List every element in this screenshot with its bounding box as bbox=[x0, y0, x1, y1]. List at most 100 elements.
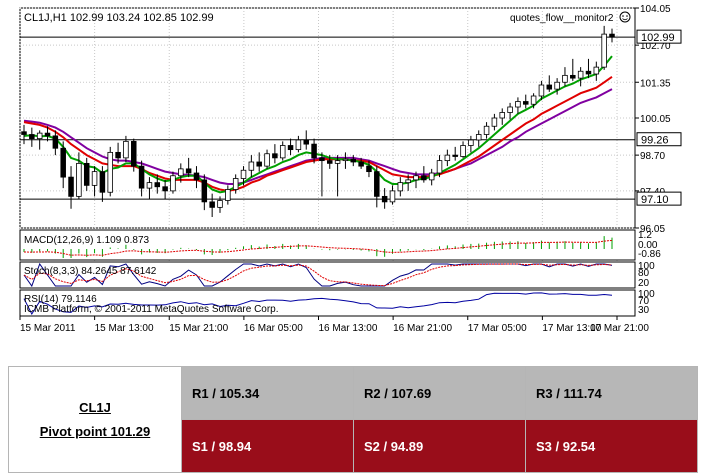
candle-body bbox=[264, 153, 270, 167]
candlesticks bbox=[21, 25, 615, 217]
candle-body bbox=[491, 117, 498, 127]
candle-body bbox=[295, 139, 302, 151]
candle-body bbox=[60, 147, 66, 178]
candle-body bbox=[185, 168, 192, 174]
time-label: 17 Mar 05:00 bbox=[468, 323, 527, 334]
candle-body bbox=[397, 182, 404, 192]
candle-body bbox=[468, 139, 474, 146]
macd-tick-low: -0.86 bbox=[638, 249, 661, 260]
copyright-text: ICMB Platform, © 2001-2011 MetaQuotes So… bbox=[24, 304, 279, 315]
candle-body bbox=[483, 125, 490, 135]
candle-body bbox=[138, 165, 145, 189]
ma-purple-line bbox=[23, 88, 613, 185]
candle-body bbox=[311, 143, 317, 159]
price-tick-label: 102.70 bbox=[640, 41, 671, 52]
rsi-label: RSI(14) 79.1146 bbox=[24, 294, 97, 305]
candle-body bbox=[358, 161, 364, 167]
candle-body bbox=[209, 201, 215, 208]
time-label: 15 Mar 13:00 bbox=[95, 323, 154, 334]
candle-body bbox=[279, 145, 286, 159]
stoch-signal-line bbox=[23, 263, 613, 287]
price-level-label: 102.99 bbox=[641, 32, 675, 44]
candle-body bbox=[436, 160, 443, 174]
candle-body bbox=[609, 33, 615, 38]
price-chart: 104.05102.70101.35100.0598.7097.4096.05 … bbox=[19, 4, 682, 334]
candle-body bbox=[201, 179, 208, 203]
candle-body bbox=[334, 160, 341, 164]
time-label: 15 Mar 2011 bbox=[20, 323, 76, 334]
candle-body bbox=[585, 70, 592, 75]
candle-body bbox=[570, 74, 576, 79]
candle-body bbox=[546, 84, 553, 90]
candle-body bbox=[68, 176, 74, 197]
price-tick-label: 96.05 bbox=[640, 224, 665, 235]
candle-body bbox=[91, 171, 98, 186]
price-tick-label: 104.05 bbox=[640, 4, 671, 15]
candle-body bbox=[428, 172, 435, 181]
candle-body bbox=[413, 175, 419, 181]
time-label: 15 Mar 21:00 bbox=[169, 323, 228, 334]
candle-body bbox=[577, 70, 584, 79]
stoch-tick-20: 20 bbox=[638, 278, 650, 289]
moving-averages bbox=[23, 55, 613, 194]
candle-body bbox=[240, 169, 247, 179]
candle-body bbox=[405, 179, 411, 184]
candle-body bbox=[444, 154, 451, 162]
macd-panel-frame bbox=[19, 229, 636, 261]
price-tick-label: 100.05 bbox=[640, 114, 671, 125]
candle-body bbox=[342, 158, 349, 162]
candle-body bbox=[44, 132, 51, 137]
macd-histogram bbox=[23, 236, 613, 258]
price-level-box bbox=[636, 191, 682, 206]
stoch-panel-frame bbox=[19, 261, 636, 289]
pivot-table: CL1J Pivot point 101.29 R1 / 105.34 R2 /… bbox=[8, 366, 698, 473]
price-level-label: 99.26 bbox=[641, 135, 669, 147]
candle-body bbox=[217, 200, 223, 208]
candle-body bbox=[452, 154, 458, 157]
candle-body bbox=[499, 112, 505, 119]
macd-signal-line bbox=[23, 239, 613, 256]
rsi-line bbox=[23, 292, 613, 316]
candle-body bbox=[123, 140, 129, 159]
candle-body bbox=[303, 139, 309, 145]
candle-body bbox=[319, 157, 325, 162]
time-label: 16 Mar 13:00 bbox=[319, 323, 378, 334]
candle-body bbox=[154, 182, 161, 188]
r2-cell: R2 / 107.69 bbox=[353, 366, 526, 420]
time-label: 16 Mar 21:00 bbox=[393, 323, 452, 334]
candle-body bbox=[381, 195, 388, 203]
s3-cell: S3 / 92.54 bbox=[525, 419, 698, 473]
price-tick-label: 98.70 bbox=[640, 151, 665, 162]
candle-body bbox=[170, 175, 176, 192]
candle-body bbox=[554, 81, 560, 90]
candle-body bbox=[21, 131, 27, 135]
candle-body bbox=[107, 151, 113, 193]
price-level-box bbox=[636, 132, 682, 147]
candle-body bbox=[530, 95, 537, 105]
stoch-label: Stoch(8,3,3) 84.2645 87.6142 bbox=[24, 266, 157, 277]
ticker-cell: CL1J Pivot point 101.29 bbox=[8, 366, 182, 473]
time-label: 17 Mar 21:00 bbox=[590, 323, 649, 334]
candle-body bbox=[523, 101, 529, 105]
candle-body bbox=[232, 178, 239, 190]
rsi-tick-100: 100 bbox=[638, 289, 655, 300]
candle-body bbox=[83, 162, 90, 186]
candle-body bbox=[350, 158, 357, 163]
candle-body bbox=[248, 161, 255, 171]
candle-body bbox=[460, 145, 466, 157]
price-level-label: 97.10 bbox=[641, 194, 669, 206]
time-label: 16 Mar 05:00 bbox=[244, 323, 303, 334]
pivot-point: Pivot point 101.29 bbox=[39, 423, 151, 439]
candle-body bbox=[507, 106, 513, 113]
price-level-labels: 102.99 99.26 97.10 bbox=[636, 29, 682, 206]
smiley-icon bbox=[619, 11, 631, 23]
candle-body bbox=[601, 33, 607, 68]
candle-body bbox=[225, 189, 231, 201]
price-tick-label: 101.35 bbox=[640, 78, 671, 89]
time-label: 17 Mar 13:00 bbox=[542, 323, 601, 334]
macd-tick-top: 1.2 bbox=[638, 230, 652, 241]
stoch-tick-100: 100 bbox=[638, 261, 655, 272]
candle-body bbox=[29, 134, 35, 140]
price-levels bbox=[20, 36, 635, 200]
r1-cell: R1 / 105.34 bbox=[181, 366, 354, 420]
